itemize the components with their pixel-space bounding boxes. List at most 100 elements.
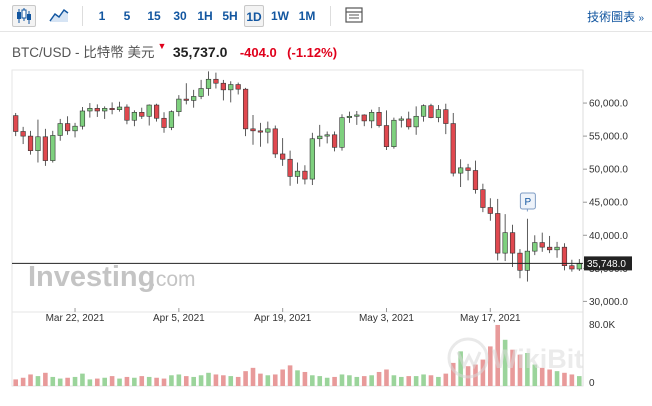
candle: [168, 110, 175, 131]
candle: [406, 111, 412, 130]
candle-body-down: [495, 213, 501, 254]
candle: [102, 106, 108, 119]
watermark-suffix: .com: [150, 268, 196, 291]
candle-body-up: [458, 167, 464, 174]
candle-body-down: [487, 207, 493, 214]
volume-bar: [183, 376, 189, 386]
volume-bar: [265, 375, 271, 386]
current-price-badge: [584, 256, 632, 271]
interval-button-1[interactable]: 1: [98, 9, 106, 23]
candle-body-up: [168, 111, 175, 128]
candle: [509, 224, 516, 268]
candle: [539, 232, 545, 252]
instrument-header: BTC/USD - 比特幣 美元 ▼ 35,737.0 -404.0 (-1.12…: [12, 41, 338, 60]
interval-button-5h[interactable]: 5H: [222, 9, 238, 23]
candle: [198, 79, 204, 100]
price-change-percent: (-1.12%): [287, 45, 338, 60]
candle: [294, 162, 301, 184]
interval-button-1d[interactable]: 1D: [244, 5, 264, 27]
volume-bar: [532, 364, 538, 386]
candle-body-up: [205, 78, 212, 89]
volume-bar: [406, 376, 412, 386]
volume-bar: [213, 374, 219, 386]
candle: [317, 124, 323, 147]
volume-bar: [302, 371, 308, 386]
last-price: 35,737.0: [172, 44, 228, 60]
candle-body-down: [139, 112, 145, 117]
interval-button-1m[interactable]: 1M: [298, 9, 316, 23]
interval-button-30[interactable]: 30: [173, 9, 187, 23]
candle-body-up: [309, 138, 315, 180]
candle: [65, 116, 71, 135]
candle-body-up: [346, 115, 353, 118]
candle: [532, 235, 538, 256]
candle: [524, 218, 530, 282]
volume-bar: [280, 369, 285, 386]
candle-body-up: [102, 108, 108, 112]
wikibit-logo-icon: [447, 337, 489, 379]
volume-bar: [517, 354, 523, 386]
candle-body-up: [35, 136, 41, 151]
candle: [146, 104, 152, 126]
volume-bar: [421, 374, 426, 386]
candle-body-down: [569, 265, 575, 270]
candle-body-up: [339, 117, 345, 148]
technical-chart-link[interactable]: 技術圖表 »: [587, 10, 644, 24]
y-tick-label: 60,000.0: [589, 99, 628, 110]
volume-bar: [391, 375, 397, 386]
candle-body-down: [220, 82, 226, 91]
candle: [57, 118, 63, 141]
candle-body-up: [391, 119, 397, 147]
candle: [220, 79, 226, 101]
candle: [435, 105, 441, 123]
candle-body-down: [287, 158, 293, 177]
volume-bar: [443, 373, 449, 386]
candle: [472, 160, 479, 194]
volume-bar: [43, 372, 48, 386]
calendar-grid-icon[interactable]: [343, 5, 367, 27]
candle-body-up: [502, 232, 508, 254]
volume-bar: [228, 376, 234, 386]
interval-button-15[interactable]: 15: [147, 9, 161, 23]
candle-body-up: [398, 118, 404, 121]
volume-bar: [50, 376, 56, 386]
volume-bar: [65, 377, 70, 386]
candle-body-up: [554, 246, 560, 251]
volume-bar: [102, 377, 107, 386]
candle: [391, 117, 397, 149]
volume-bar: [525, 353, 530, 386]
x-tick-label: Apr 19, 2021: [254, 313, 312, 324]
candle-body-up: [265, 128, 271, 133]
volume-tick-label: 80.0K: [589, 320, 615, 331]
candle-body-up: [228, 84, 234, 91]
volume-bar: [80, 373, 85, 386]
candle-body-up: [576, 263, 582, 270]
volume-bar: [510, 349, 515, 386]
candle-body-down: [383, 125, 390, 147]
volume-bar: [258, 373, 263, 386]
candle: [547, 235, 553, 254]
candle-body-down: [509, 232, 516, 254]
candle-body-up: [50, 135, 56, 161]
volume-bar: [139, 376, 145, 386]
event-marker[interactable]: P: [519, 192, 536, 212]
interval-button-1w[interactable]: 1W: [271, 9, 289, 23]
candle: [139, 107, 145, 119]
candle: [339, 114, 345, 151]
area-chart-icon[interactable]: [48, 5, 72, 27]
volume-bar: [124, 376, 130, 386]
price-chart[interactable]: 30,000.035,000.040,000.045,000.050,000.0…: [0, 68, 652, 406]
candle: [302, 165, 308, 185]
interval-button-1h[interactable]: 1H: [197, 9, 213, 23]
candle: [228, 81, 234, 103]
candlestick-icon[interactable]: [12, 5, 36, 27]
candle-body-down: [480, 189, 486, 208]
candle: [376, 107, 382, 128]
candle: [369, 109, 375, 129]
candle: [27, 130, 34, 155]
volume-bar: [539, 367, 545, 386]
y-tick-label: 50,000.0: [589, 165, 628, 176]
candle-body-down: [376, 112, 382, 126]
candle-body-down: [65, 123, 71, 132]
interval-button-5[interactable]: 5: [123, 9, 131, 23]
